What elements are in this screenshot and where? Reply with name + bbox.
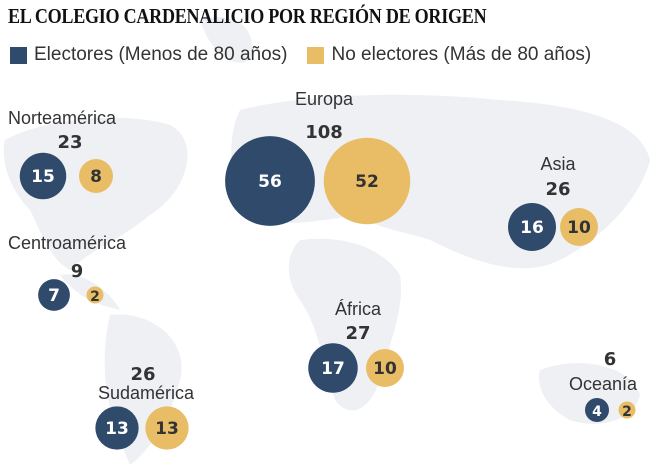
- region-label: Centroamérica: [8, 233, 127, 253]
- bubble-electores: [585, 398, 609, 422]
- region-total: 26: [545, 179, 570, 200]
- bubble-no-electores: [366, 349, 404, 387]
- legend-item-no-electores: No electores (Más de 80 años): [307, 44, 591, 66]
- bubble-electores: [308, 343, 358, 393]
- bubble-value: 17: [321, 359, 345, 379]
- legend-label: Electores (Menos de 80 años): [34, 44, 288, 65]
- bubble-electores: [508, 203, 556, 251]
- bubble-value: 52: [355, 172, 379, 192]
- bubble-electores: [225, 136, 315, 226]
- bubble-value: 15: [31, 167, 55, 187]
- legend-swatch-no-electores: [307, 46, 325, 64]
- bubble-value: 4: [592, 404, 602, 420]
- region-total: 6: [604, 349, 617, 370]
- bubble-value: 13: [105, 419, 129, 439]
- chart-title: EL COLEGIO CARDENALICIO POR REGIÓN DE OR…: [8, 4, 487, 28]
- bubble-electores: [38, 279, 70, 311]
- bubble-value: 8: [90, 167, 102, 187]
- bubble-no-electores: [86, 286, 104, 304]
- bubble-no-electores: [323, 137, 411, 225]
- bubble-value: 13: [155, 419, 179, 439]
- bubble-value: 2: [90, 289, 100, 305]
- bubble-electores: [95, 406, 139, 450]
- bubble-no-electores: [618, 401, 636, 419]
- region-label: Europa: [295, 89, 354, 109]
- region-total: 27: [345, 323, 370, 344]
- region-total: 108: [305, 122, 343, 143]
- bubble-value: 56: [258, 172, 282, 192]
- bubble-value: 10: [567, 218, 591, 238]
- legend: Electores (Menos de 80 años) No electore…: [10, 44, 611, 66]
- bubble-no-electores: [560, 208, 598, 246]
- legend-swatch-electores: [10, 46, 27, 64]
- bubble-value: 16: [520, 218, 544, 238]
- legend-label: No electores (Más de 80 años): [331, 44, 592, 65]
- bubble-electores: [19, 152, 67, 200]
- region-label: Oceanía: [569, 374, 638, 394]
- bubble-value: 7: [48, 286, 60, 306]
- region-total: 9: [71, 261, 84, 282]
- bubble-value: 2: [622, 404, 632, 420]
- region-label: África: [335, 299, 382, 319]
- legend-item-electores: Electores (Menos de 80 años): [10, 44, 287, 66]
- region-total: 26: [130, 364, 155, 385]
- region-label: Sudamérica: [98, 383, 195, 403]
- bubble-value: 10: [373, 359, 397, 379]
- bubble-no-electores: [79, 159, 113, 193]
- region-total: 23: [57, 132, 82, 153]
- bubble-no-electores: [145, 406, 189, 450]
- region-label: Norteamérica: [8, 108, 117, 128]
- region-label: Asia: [540, 154, 576, 174]
